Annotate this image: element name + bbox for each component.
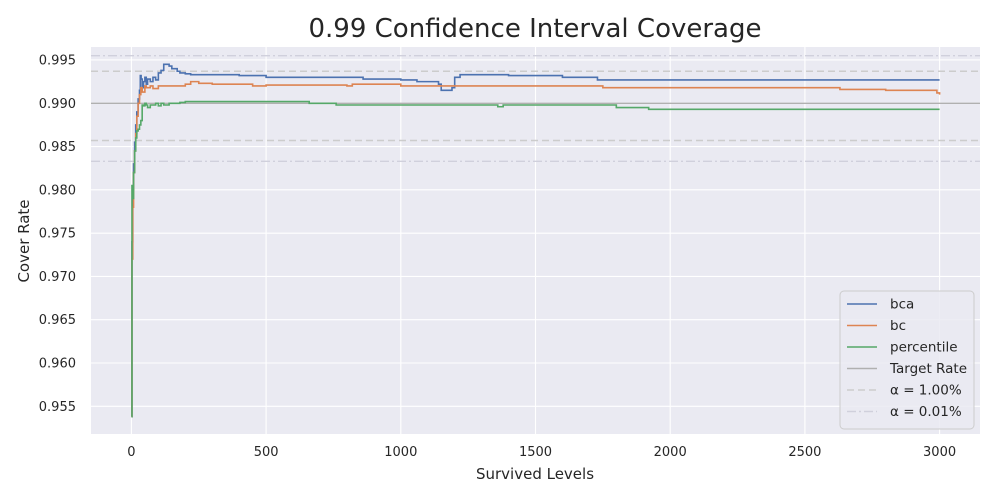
tick-labels: 0 500 1000 1500 2000 2500 3000 0.955 0.960 0.965 0… [39,53,956,460]
chart-title: 0.99 Confidence Interval Coverage [308,14,761,44]
series-line-percentile [131,100,940,418]
y-tick-label: 0.965 [39,313,76,328]
y-tick-label: 0.995 [39,53,76,68]
x-axis-label: Survived Levels [476,465,594,483]
legend-label: Target Rate [889,361,967,377]
y-tick-label: 0.960 [39,357,76,372]
reference-lines [91,54,980,162]
y-tick-label: 0.970 [39,270,76,285]
legend-label: α = 0.01% [890,404,962,420]
legend-label: α = 1.00% [890,383,962,399]
y-tick-label: 0.975 [39,227,76,242]
x-tick-label: 500 [254,445,279,460]
legend-label: bca [890,297,914,313]
x-tick-label: 1000 [384,445,417,460]
legend-label: percentile [890,340,958,356]
y-tick-label: 0.990 [39,97,76,112]
legend-label: bc [890,318,906,334]
x-tick-label: 3000 [923,445,956,460]
series-layer [131,63,941,418]
series-line-bc [131,80,941,418]
y-tick-label: 0.980 [39,183,76,198]
x-tick-label: 0 [127,445,135,460]
y-tick-label: 0.955 [39,400,76,415]
x-tick-label: 2500 [788,445,821,460]
legend: bca bc percentile Target Rate α = 1.00% α = 0… [839,290,975,430]
series-line-bca [131,63,940,418]
x-tick-label: 2000 [654,445,687,460]
y-tick-label: 0.985 [39,140,76,155]
x-tick-label: 1500 [519,445,552,460]
y-axis-label: Cover Rate [15,199,33,282]
